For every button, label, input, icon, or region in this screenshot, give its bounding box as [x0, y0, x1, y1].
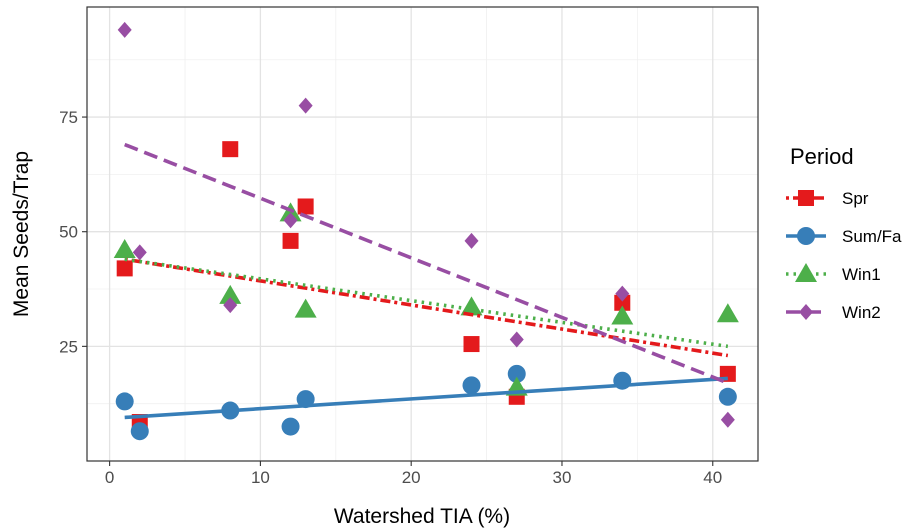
x-axis-title: Watershed TIA (%) [334, 505, 510, 528]
spr-point [614, 294, 631, 311]
y-tick-label: 25 [59, 337, 78, 356]
trend-lines [124, 142, 729, 420]
panel-background [87, 7, 758, 461]
grid [87, 7, 758, 461]
win2-point [223, 297, 238, 314]
sum-fa-point [718, 387, 737, 406]
spr-point [297, 198, 314, 215]
axes: 0 10 20 30 40 25 50 75 [59, 108, 722, 487]
win2-point [298, 97, 313, 114]
panel-border [86, 6, 759, 462]
legend: Period Spr Sum/Fa Win1 Win2 [786, 144, 902, 322]
sum-fa-trend-line [124, 376, 728, 420]
legend-label-win2: Win2 [842, 303, 881, 322]
spr-point [282, 232, 299, 249]
legend-title: Period [790, 144, 854, 169]
y-axis-title: Mean Seeds/Trap [10, 151, 33, 317]
data-points [113, 21, 739, 441]
win1-point [611, 305, 634, 325]
win1-point [219, 284, 242, 304]
sum-fa-point [115, 392, 134, 411]
x-tick-label: 30 [553, 468, 572, 487]
x-tick-label: 0 [105, 468, 114, 487]
win2-trend-line [124, 142, 729, 385]
x-tick-label: 20 [402, 468, 421, 487]
spr-point [222, 141, 239, 158]
legend-label-win1: Win1 [842, 265, 881, 284]
win2-point [615, 285, 630, 302]
win1-point [460, 296, 483, 316]
spr-point [116, 260, 133, 277]
spr-point [463, 336, 480, 353]
y-tick-label: 75 [59, 108, 78, 127]
sum-fa-point [130, 422, 149, 441]
legend-marker-sum-fa [797, 227, 815, 245]
sum-fa-point [507, 364, 526, 383]
legend-marker-spr [798, 190, 814, 206]
win2-point [283, 212, 298, 229]
win2-point [720, 411, 735, 428]
win1-point [716, 303, 739, 323]
sum-fa-point [462, 376, 481, 395]
x-tick-label: 40 [703, 468, 722, 487]
spr-trend-line [124, 257, 729, 358]
win2-point [132, 244, 147, 261]
legend-marker-win1 [795, 263, 817, 282]
win2-point [509, 331, 524, 348]
sum-fa-point [296, 390, 315, 409]
y-tick-label: 50 [59, 223, 78, 242]
win1-point [294, 298, 317, 318]
legend-label-sum-fa: Sum/Fa [842, 227, 902, 246]
win2-point [464, 232, 479, 249]
x-tick-label: 10 [251, 468, 270, 487]
win2-point [117, 21, 132, 38]
legend-label-spr: Spr [842, 189, 869, 208]
legend-marker-win2 [799, 304, 813, 320]
win1-point [113, 239, 136, 259]
sum-fa-point [281, 417, 300, 436]
